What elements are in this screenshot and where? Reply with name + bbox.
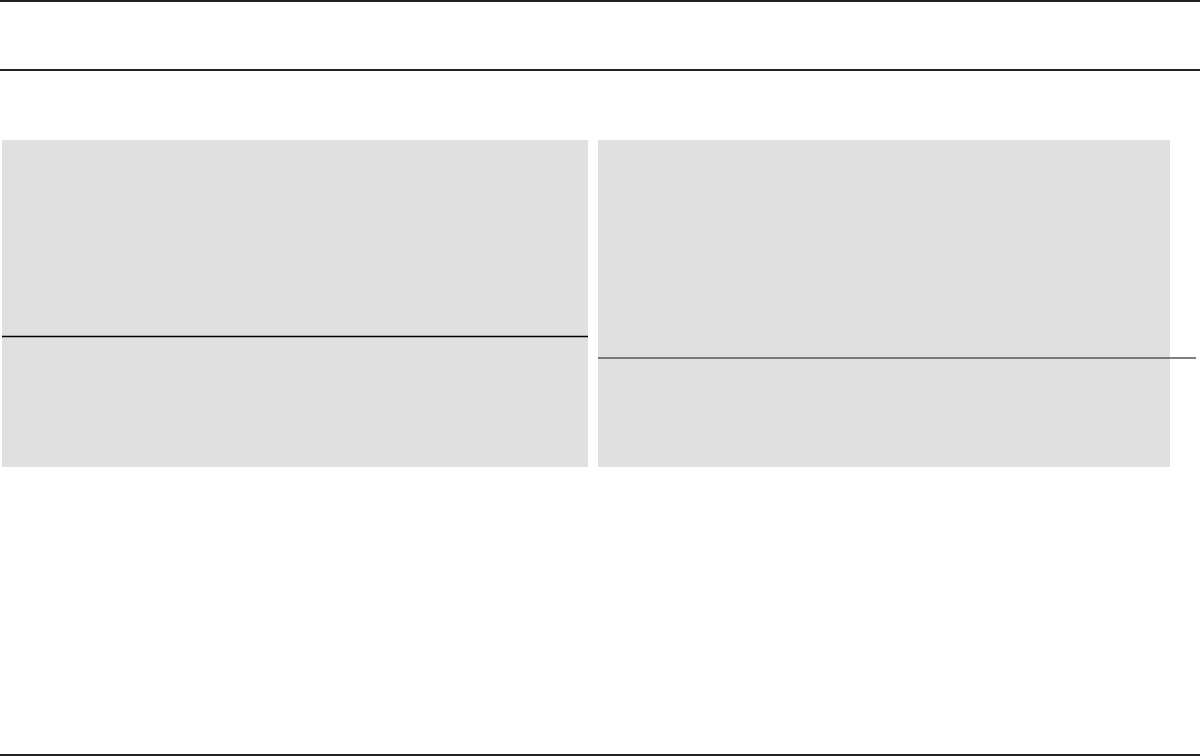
title-rule [0,69,1200,71]
panel-a-chart [2,140,588,467]
panel-a-plot-background [2,140,588,467]
bottom-rule [0,754,1200,756]
top-rule [0,0,1200,2]
panel-b-chart [598,140,1196,467]
panel-b-plot-background [598,140,1170,467]
legend-swatch-hike-aes [29,541,64,555]
